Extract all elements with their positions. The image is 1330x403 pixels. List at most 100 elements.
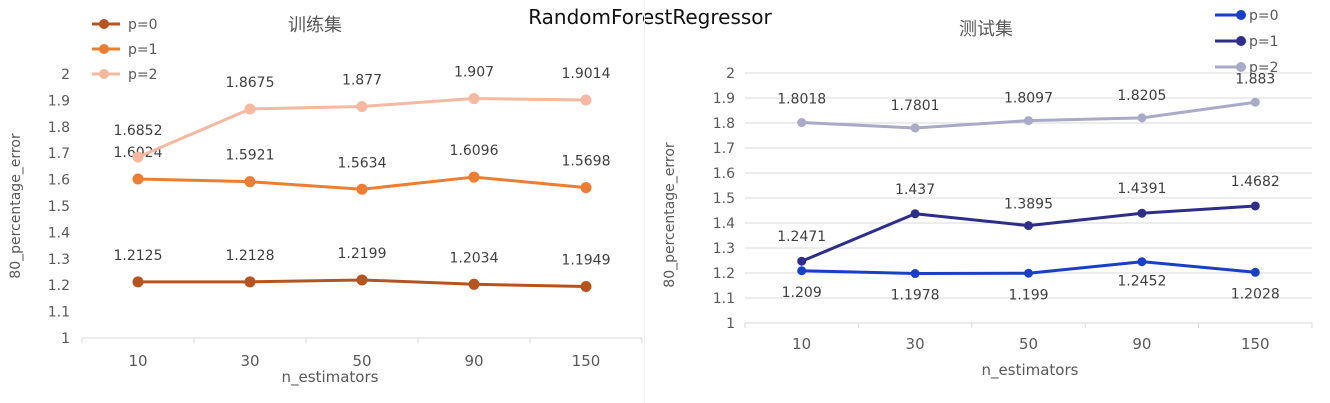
train-legend-label: p=1 — [128, 42, 158, 58]
train-legend-label: p=0 — [128, 17, 158, 33]
test-legend-marker — [1236, 36, 1246, 46]
test-legend-marker — [1236, 62, 1246, 72]
test-y-tick-label: 1.6 — [713, 166, 735, 182]
train-data-label: 1.1949 — [562, 253, 611, 269]
test-point-p0 — [1250, 267, 1260, 277]
test-x-tick-label: 30 — [906, 335, 925, 353]
train-point-p0 — [244, 276, 256, 288]
test-data-label: 1.4682 — [1231, 174, 1280, 190]
test-data-label: 1.8205 — [1117, 88, 1166, 104]
test-point-p2 — [1024, 116, 1033, 126]
test-point-p0 — [910, 269, 920, 279]
train-point-p1 — [580, 182, 592, 194]
train-y-tick-label: 2 — [61, 67, 70, 83]
train-data-label: 1.2128 — [226, 248, 275, 264]
test-legend-label: p=2 — [1249, 60, 1279, 76]
train-data-label: 1.2125 — [114, 248, 163, 264]
test-data-label: 1.437 — [895, 182, 935, 198]
train-point-p2 — [468, 93, 480, 105]
test-data-label: 1.3895 — [1004, 197, 1053, 213]
train-y-axis-label: 80_percentage_error — [8, 133, 24, 279]
train-data-label: 1.9014 — [562, 66, 611, 82]
train-y-tick-label: 1 — [61, 331, 70, 347]
test-x-axis-label: n_estimators — [982, 361, 1079, 380]
train-data-label: 1.2034 — [450, 250, 499, 266]
train-point-p1 — [244, 176, 256, 188]
train-point-p1 — [356, 183, 368, 195]
train-data-label: 1.877 — [342, 72, 382, 88]
test-x-tick-label: 90 — [1132, 335, 1151, 353]
test-y-tick-label: 2 — [726, 66, 735, 82]
panel-divider — [644, 0, 645, 403]
test-data-label: 1.199 — [1008, 287, 1048, 303]
train-data-label: 1.907 — [454, 65, 494, 81]
test-point-p2 — [910, 123, 920, 133]
test-point-p0 — [1137, 257, 1147, 267]
test-x-tick-label: 50 — [1019, 335, 1038, 353]
train-y-tick-label: 1.2 — [48, 278, 70, 294]
test-data-label: 1.209 — [782, 285, 822, 301]
test-point-p0 — [797, 266, 807, 276]
test-point-p2 — [797, 118, 807, 128]
train-point-p2 — [132, 151, 144, 163]
test-y-tick-label: 1.3 — [713, 241, 735, 257]
train-point-p0 — [132, 276, 144, 288]
test-data-label: 1.2028 — [1231, 286, 1280, 302]
test-point-p1 — [1137, 208, 1147, 218]
train-chart-title: 训练集 — [288, 15, 342, 36]
test-point-p2 — [1250, 97, 1260, 107]
train-point-p2 — [244, 103, 256, 115]
train-legend-marker — [99, 19, 109, 29]
train-y-tick-label: 1.4 — [48, 225, 70, 241]
train-y-tick-label: 1.1 — [48, 305, 70, 321]
test-y-tick-label: 1.4 — [713, 216, 735, 232]
test-y-tick-label: 1.8 — [713, 116, 735, 132]
test-y-tick-label: 1.7 — [713, 141, 735, 157]
train-data-label: 1.5634 — [338, 155, 387, 171]
train-y-tick-label: 1.3 — [48, 252, 70, 268]
train-x-tick-label: 50 — [352, 352, 371, 370]
test-x-tick-label: 150 — [1241, 335, 1270, 353]
train-legend-marker — [99, 69, 109, 79]
train-data-label: 1.5921 — [226, 148, 275, 164]
train-data-label: 1.8675 — [226, 75, 275, 91]
test-y-tick-label: 1.2 — [713, 266, 735, 282]
test-legend-label: p=1 — [1249, 34, 1279, 50]
test-point-p1 — [797, 256, 807, 266]
train-x-axis-label: n_estimators — [282, 368, 379, 387]
test-data-label: 1.2452 — [1117, 274, 1166, 290]
test-chart-title: 测试集 — [959, 19, 1013, 40]
test-y-tick-label: 1.9 — [713, 91, 735, 107]
test-x-tick-label: 10 — [792, 335, 811, 353]
test-data-label: 1.8018 — [777, 92, 826, 108]
test-series-line-p1 — [801, 204, 1256, 263]
train-legend-marker — [99, 44, 109, 54]
test-point-p2 — [1137, 113, 1147, 123]
train-point-p1 — [132, 173, 144, 185]
test-data-label: 1.4391 — [1117, 181, 1166, 197]
train-y-tick-label: 1.6 — [48, 173, 70, 189]
train-x-tick-label: 150 — [572, 352, 601, 370]
train-data-label: 1.6096 — [450, 143, 499, 159]
train-point-p0 — [356, 274, 368, 286]
test-point-p1 — [910, 209, 920, 219]
train-y-tick-label: 1.9 — [48, 93, 70, 109]
train-point-p0 — [580, 281, 592, 293]
train-point-p1 — [468, 171, 480, 183]
train-y-tick-label: 1.8 — [48, 120, 70, 136]
test-y-tick-label: 1 — [726, 316, 735, 332]
train-legend-label: p=2 — [128, 67, 158, 83]
train-x-tick-label: 30 — [240, 352, 259, 370]
train-point-p2 — [356, 100, 368, 112]
test-data-label: 1.2471 — [777, 229, 826, 245]
test-data-label: 1.7801 — [891, 98, 940, 114]
test-data-label: 1.1978 — [891, 288, 940, 304]
test-data-label: 1.8097 — [1004, 91, 1053, 107]
test-point-p1 — [1024, 221, 1033, 231]
train-y-tick-label: 1.5 — [48, 199, 70, 215]
train-data-label: 1.5698 — [562, 154, 611, 170]
train-point-p0 — [468, 278, 480, 290]
train-y-tick-label: 1.7 — [48, 146, 70, 162]
train-x-tick-label: 90 — [464, 352, 483, 370]
